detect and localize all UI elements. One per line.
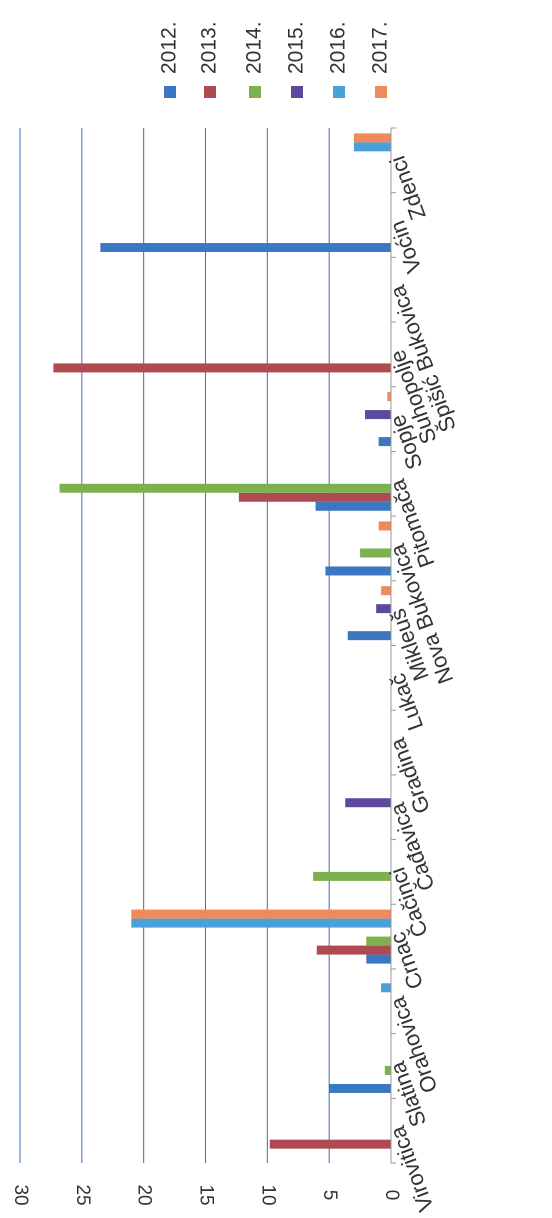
- bar-2017-9: [378, 521, 391, 531]
- bar-2012-8: [347, 631, 391, 641]
- bar-2015-8: [376, 604, 391, 614]
- bar-2015-5: [345, 798, 391, 808]
- bar-2013-12: [53, 363, 391, 373]
- bar-2013-3: [316, 945, 391, 955]
- bar-2017-11: [387, 392, 391, 402]
- bar-2014-1: [384, 1065, 391, 1075]
- category-label: Zdenci: [385, 153, 431, 224]
- bar-2015-11: [365, 410, 391, 420]
- bar-2014-9: [360, 548, 391, 558]
- value-tick-label: 30: [10, 1184, 31, 1205]
- category-label: Gradina: [384, 734, 435, 817]
- bar-2014-10: [59, 483, 391, 493]
- bar-2012-1: [329, 1083, 391, 1093]
- bar-2012-9: [325, 566, 391, 576]
- legend-label-2016: 2016.: [327, 21, 350, 74]
- bar-2012-11: [378, 437, 391, 447]
- legend-swatch-2015: [291, 86, 303, 98]
- value-tick-label: 25: [72, 1184, 93, 1205]
- bar-2016-3: [131, 918, 392, 928]
- legend-swatch-2012: [164, 86, 176, 98]
- value-tick-label: 15: [195, 1184, 216, 1205]
- legend: 2012. 2013. 2014. 2015. 2016. 2017.: [158, 21, 392, 98]
- legend-swatch-2017: [375, 86, 387, 98]
- value-tick-label: 10: [257, 1184, 278, 1205]
- bar-2014-3: [366, 936, 391, 946]
- legend-label-2017: 2017.: [369, 21, 392, 74]
- category-label: Virovitica: [384, 1122, 438, 1215]
- bar-2013-10: [238, 492, 391, 502]
- legend-swatch-2016: [333, 86, 345, 98]
- bar-2017-8: [381, 586, 391, 596]
- bars: [53, 133, 392, 1149]
- legend-swatch-2013: [204, 86, 216, 98]
- legend-label-2015: 2015.: [285, 21, 308, 74]
- bar-2016-15: [353, 142, 391, 152]
- legend-label-2012: 2012.: [158, 21, 181, 74]
- bar-2013-0: [269, 1139, 391, 1149]
- bar-2017-3: [131, 909, 392, 919]
- legend-label-2014: 2014.: [243, 21, 266, 74]
- legend-swatch-2014: [249, 86, 261, 98]
- bar-2012-3: [366, 954, 391, 964]
- value-tick-label: 5: [319, 1190, 340, 1201]
- bar-2014-4: [313, 871, 391, 881]
- bar-2017-15: [353, 133, 391, 143]
- gridlines: [19, 128, 392, 1163]
- bar-2012-10: [315, 501, 391, 511]
- value-tick-label: 20: [134, 1184, 155, 1205]
- bar-2016-2: [381, 983, 391, 993]
- value-tick-label: 0: [381, 1190, 402, 1201]
- legend-label-2013: 2013.: [198, 21, 221, 74]
- bar-2012-14: [100, 243, 391, 253]
